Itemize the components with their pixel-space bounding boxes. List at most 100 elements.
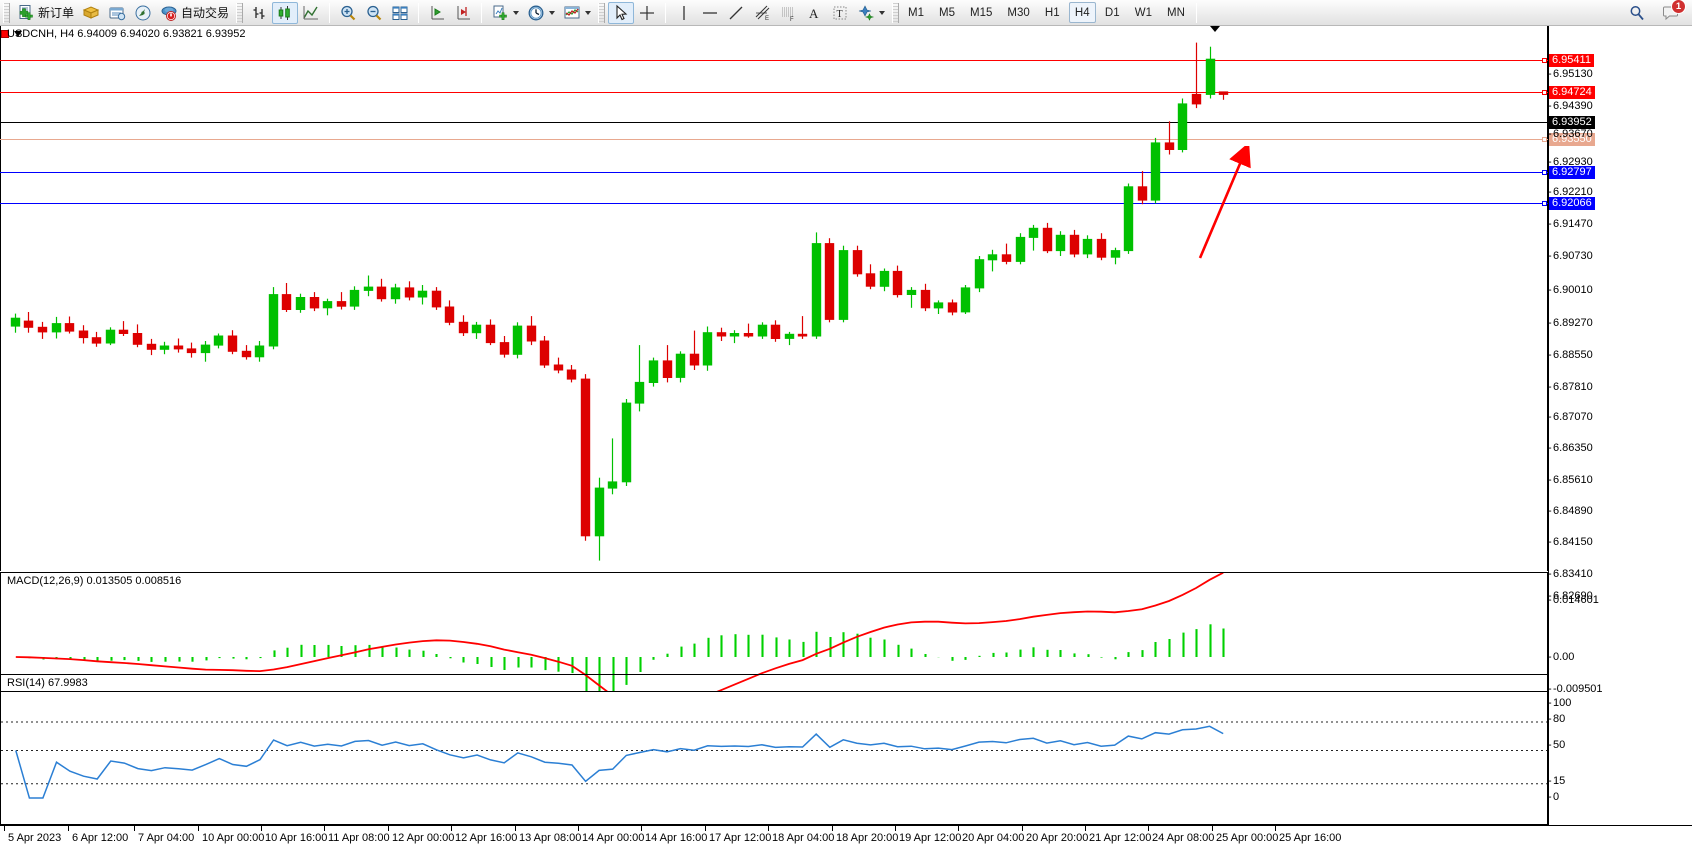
rsi-tick: 100 bbox=[1548, 697, 1571, 709]
timeframes-button[interactable] bbox=[523, 2, 559, 24]
fibonacci-button[interactable]: F bbox=[775, 2, 801, 24]
timeframe-w1[interactable]: W1 bbox=[1134, 6, 1152, 19]
timeframe-group: M1 M5 M15 M30 H1 H4 D1 W1 MN bbox=[902, 2, 1191, 23]
search-button[interactable] bbox=[1624, 2, 1650, 24]
timeframe-h1[interactable]: H1 bbox=[1044, 6, 1060, 19]
indicators-button[interactable] bbox=[559, 2, 595, 24]
chevron-down-icon[interactable] bbox=[513, 10, 520, 15]
new-order-button[interactable]: 新订单 bbox=[13, 2, 78, 24]
timeframe-h4[interactable]: H4 bbox=[1068, 2, 1096, 23]
text-box-button[interactable]: T bbox=[827, 2, 853, 24]
chart-area[interactable]: USDCNH, H4 6.94009 6.94020 6.93821 6.939… bbox=[0, 26, 1692, 853]
rsi-tick: 50 bbox=[1548, 739, 1565, 751]
terminal-button[interactable] bbox=[104, 2, 130, 24]
toolbar-grip[interactable] bbox=[3, 2, 10, 23]
resistance-line-1[interactable] bbox=[0, 60, 1548, 61]
support-label-1: 6.92797 bbox=[1549, 166, 1595, 179]
toolbar-separator-5 bbox=[1195, 2, 1197, 23]
price-tick: 6.86350 bbox=[1548, 442, 1593, 454]
timeframe-m1[interactable]: M1 bbox=[908, 6, 925, 19]
macd-series bbox=[15, 573, 1225, 691]
line-chart-icon bbox=[303, 5, 319, 19]
rsi-tick: 15 bbox=[1548, 775, 1565, 787]
support-line-2-handle[interactable] bbox=[1542, 201, 1547, 206]
zoom-in-button[interactable] bbox=[335, 2, 361, 24]
line-chart-button[interactable] bbox=[298, 2, 324, 24]
support-line-1[interactable] bbox=[0, 172, 1548, 173]
chevron-down-icon-4[interactable] bbox=[879, 10, 886, 15]
timeframe-mn[interactable]: MN bbox=[1167, 6, 1185, 19]
candlestick-chart-icon bbox=[278, 5, 290, 20]
wallet-button[interactable] bbox=[78, 2, 104, 24]
timeframe-m5[interactable]: M5 bbox=[939, 6, 955, 19]
macd-pane[interactable] bbox=[0, 572, 1548, 692]
horizontal-line-icon bbox=[703, 11, 718, 14]
time-tick-label: 5 Apr 2023 bbox=[8, 832, 62, 844]
time-tick-mark bbox=[68, 826, 69, 831]
chart-collapse-icon[interactable] bbox=[14, 30, 23, 38]
navigator-icon bbox=[135, 5, 151, 20]
time-tick-mark bbox=[1212, 826, 1213, 831]
time-tick-mark bbox=[134, 826, 135, 831]
toolbar-separator-3 bbox=[481, 2, 483, 23]
time-tick-label: 18 Apr 04:00 bbox=[772, 832, 835, 844]
time-tick-label: 14 Apr 16:00 bbox=[645, 832, 708, 844]
bid-price-line bbox=[0, 122, 1548, 123]
zoom-out-button[interactable] bbox=[361, 2, 387, 24]
autotrading-button[interactable]: 自动交易 bbox=[156, 2, 233, 24]
navigator-button[interactable] bbox=[130, 2, 156, 24]
time-tick-mark bbox=[832, 826, 833, 831]
resistance-line-2[interactable] bbox=[0, 92, 1548, 93]
timeframe-m15[interactable]: M15 bbox=[970, 6, 993, 19]
vertical-line-button[interactable] bbox=[671, 2, 697, 24]
cursor-button[interactable] bbox=[608, 1, 635, 24]
new-order-icon bbox=[19, 4, 33, 20]
bar-chart-button[interactable] bbox=[246, 2, 272, 24]
text-label-button[interactable]: A bbox=[801, 2, 827, 24]
equidistant-channel-icon: E bbox=[755, 5, 770, 22]
toolbar-grip-2[interactable] bbox=[236, 2, 244, 23]
shift-start-icon bbox=[431, 5, 445, 19]
tile-windows-button[interactable] bbox=[387, 2, 413, 24]
toolbar-grip-4[interactable] bbox=[892, 2, 900, 23]
candlestick-chart-button[interactable] bbox=[272, 1, 299, 24]
timeframe-m30[interactable]: M30 bbox=[1007, 6, 1030, 19]
autotrading-label: 自动交易 bbox=[181, 6, 230, 20]
price-tick: 6.84150 bbox=[1548, 536, 1593, 548]
new-chart-button[interactable] bbox=[487, 2, 523, 24]
equidistant-channel-button[interactable]: E bbox=[749, 2, 775, 24]
time-axis[interactable]: 5 Apr 2023 6 Apr 12:00 7 Apr 04:00 10 Apr 0… bbox=[0, 825, 1692, 853]
chevron-down-icon-3[interactable] bbox=[585, 10, 592, 15]
price-axis[interactable]: 6.95130 6.94390 6.93670 6.92930 6.92210 6.914… bbox=[1548, 26, 1692, 853]
pending-order-handle[interactable] bbox=[1542, 137, 1547, 142]
trendline-button[interactable] bbox=[723, 2, 749, 24]
shift-start-button[interactable] bbox=[424, 2, 450, 24]
time-tick-mark bbox=[198, 826, 199, 831]
toolbar-grip-3[interactable] bbox=[598, 2, 606, 23]
support-line-1-handle[interactable] bbox=[1542, 170, 1547, 175]
price-tick: 6.83410 bbox=[1548, 568, 1593, 580]
timeframe-d1[interactable]: D1 bbox=[1104, 6, 1120, 19]
macd-tick: 0.00 bbox=[1548, 651, 1575, 663]
notifications-button[interactable]: 1 bbox=[1658, 0, 1686, 24]
bid-price-label: 6.93952 bbox=[1549, 116, 1595, 129]
price-tick: 6.93670 bbox=[1548, 128, 1593, 140]
time-tick-label: 20 Apr 20:00 bbox=[1026, 832, 1089, 844]
price-pane[interactable] bbox=[0, 26, 1548, 571]
chevron-down-icon-2[interactable] bbox=[549, 10, 556, 15]
crosshair-button[interactable] bbox=[634, 2, 660, 24]
support-line-2[interactable] bbox=[0, 203, 1548, 204]
horizontal-line-button[interactable] bbox=[697, 2, 723, 24]
resistance-line-2-handle[interactable] bbox=[1542, 90, 1547, 95]
tile-windows-icon bbox=[392, 6, 408, 20]
time-tick-label: 25 Apr 00:00 bbox=[1216, 832, 1279, 844]
time-tick-mark bbox=[895, 826, 896, 831]
time-tick-mark bbox=[705, 826, 706, 831]
price-tick: 6.91470 bbox=[1548, 218, 1593, 230]
shapes-button[interactable] bbox=[853, 2, 889, 24]
resistance-line-1-handle[interactable] bbox=[1542, 58, 1547, 63]
price-axis-divider bbox=[1548, 26, 1549, 825]
price-tick: 6.87070 bbox=[1548, 411, 1593, 423]
shift-end-button[interactable] bbox=[450, 2, 476, 24]
pending-order-line[interactable] bbox=[0, 139, 1548, 140]
